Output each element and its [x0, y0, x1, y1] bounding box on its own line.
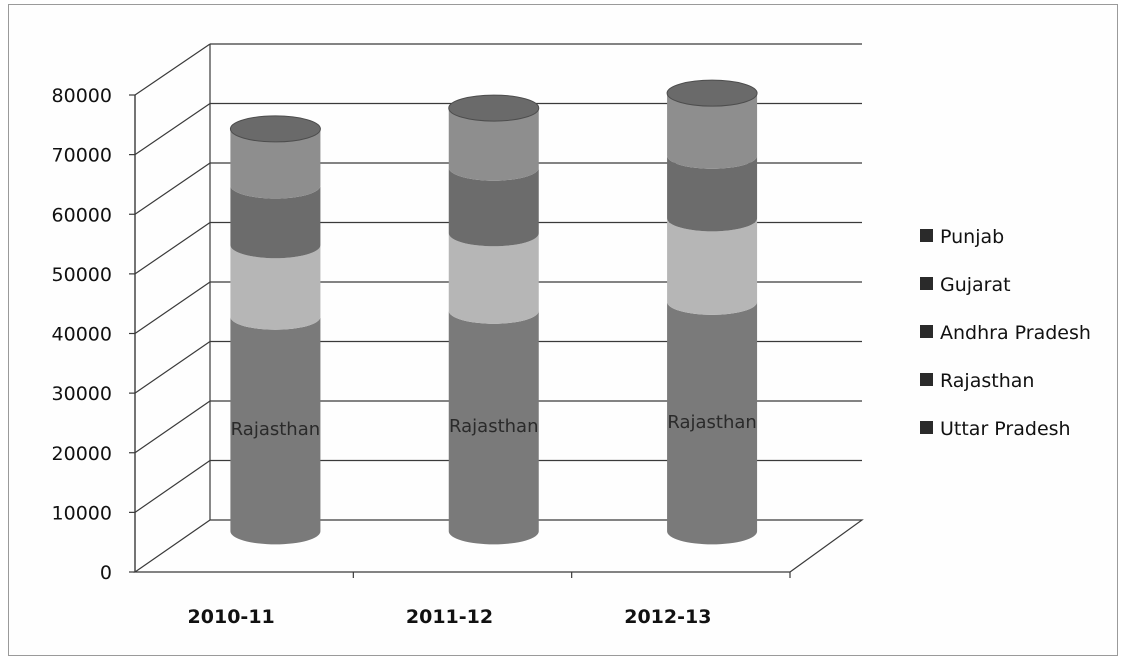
data-label: Rajasthan: [231, 419, 320, 440]
x-tick-labels: 2010-11 2011-12 2012-13: [188, 606, 712, 628]
gridline-side: [134, 103, 211, 156]
bar-top-cap: [666, 79, 758, 107]
legend-label: Andhra Pradesh: [940, 322, 1091, 344]
gridline-side: [134, 341, 211, 394]
y-tick-label: 20000: [52, 443, 112, 465]
legend-label: Punjab: [940, 226, 1004, 248]
y-tick-labels: 0 10000 20000 30000 40000 50000 60000 70000 8000…: [52, 85, 112, 584]
legend-label: Gujarat: [940, 274, 1011, 296]
bar-segment: [448, 108, 539, 181]
x-tick-label: 2012-13: [624, 606, 711, 628]
y-tick-label: 60000: [52, 204, 112, 226]
data-label: Rajasthan: [667, 412, 756, 433]
gridline-side: [134, 162, 211, 215]
bar-segment: [448, 233, 539, 324]
bar-top-cap: [229, 115, 321, 143]
bar-segment: [667, 155, 758, 232]
bars: Rajasthan Rajasthan Rajasthan: [229, 79, 758, 545]
y-tick-label: 0: [100, 562, 112, 584]
bar-segment: [230, 128, 321, 199]
bar-segment: [667, 301, 758, 545]
legend-swatch: [920, 229, 933, 242]
x-tick-label: 2010-11: [188, 606, 275, 628]
legend-swatch: [920, 277, 933, 290]
bar-segment: [448, 310, 539, 545]
bar-segment: [667, 93, 758, 169]
y-tick-label: 50000: [52, 264, 112, 286]
y-tick-label: 10000: [52, 502, 112, 524]
y-tick-label: 80000: [52, 85, 112, 107]
bar-top-cap: [448, 94, 540, 122]
bar-segment: [230, 185, 321, 259]
x-tick-label: 2011-12: [406, 606, 493, 628]
gridline-side: [134, 400, 211, 454]
legend-label: Uttar Pradesh: [940, 418, 1071, 440]
bar-segment: [230, 245, 321, 330]
bar-segment: [448, 167, 539, 247]
legend-swatch: [920, 421, 933, 434]
bar-segment: [230, 316, 321, 545]
gridline-side: [134, 222, 211, 275]
y-tick-label: 70000: [52, 145, 112, 167]
bar-stack-2010-11: Rajasthan: [229, 115, 321, 545]
axes: [129, 44, 791, 578]
data-label: Rajasthan: [449, 416, 538, 437]
y-tick-label: 30000: [52, 383, 112, 405]
gridline-side: [134, 281, 211, 334]
legend-label: Rajasthan: [940, 370, 1034, 392]
legend: Punjab Gujarat Andhra Pradesh Rajasthan Utta…: [920, 226, 1091, 440]
gridline-side: [134, 460, 211, 513]
legend-swatch: [920, 325, 933, 338]
gridline-side: [134, 43, 211, 96]
bar-stack-2012-13: Rajasthan: [666, 79, 758, 545]
legend-swatch: [920, 373, 933, 386]
y-tick-label: 40000: [52, 324, 112, 346]
bar-stack-2011-12: Rajasthan: [448, 94, 540, 545]
bar-segment: [667, 218, 758, 315]
